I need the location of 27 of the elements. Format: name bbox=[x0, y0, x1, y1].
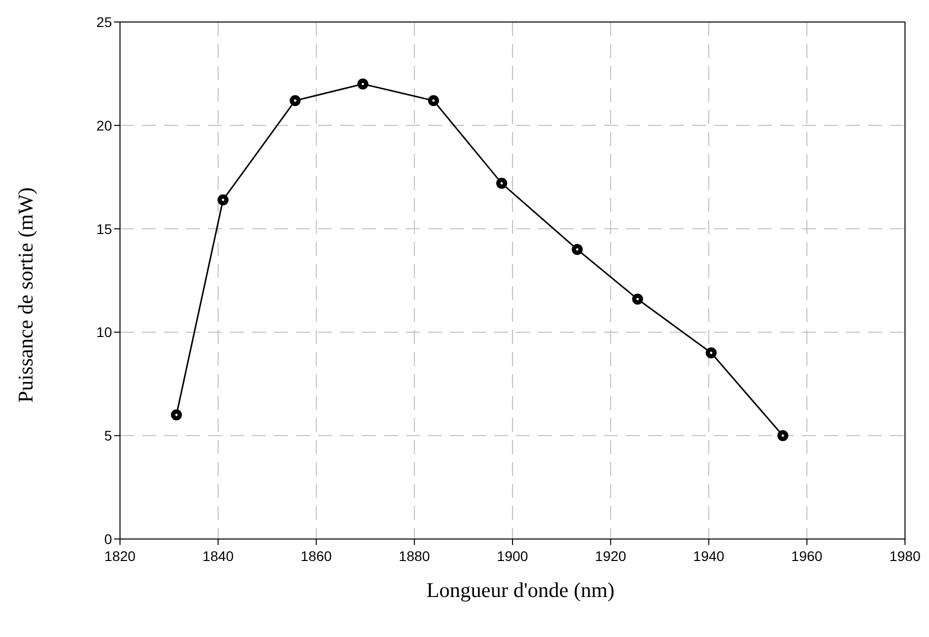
point bbox=[218, 194, 229, 206]
x-tick-label: 1860 bbox=[300, 548, 332, 564]
y-tick-label: 15 bbox=[96, 220, 112, 237]
y-tick-label: 5 bbox=[104, 428, 112, 444]
point bbox=[170, 409, 182, 420]
x-tick-label: 1900 bbox=[496, 548, 528, 564]
x-tick-label: 1820 bbox=[104, 548, 136, 564]
y-tick-label: 25 bbox=[96, 14, 112, 30]
point bbox=[632, 294, 644, 305]
x-tick-label: 1920 bbox=[595, 548, 626, 564]
point bbox=[290, 95, 301, 106]
point bbox=[572, 244, 583, 255]
y-tick-label: 0 bbox=[104, 530, 112, 547]
x-tick-label: 1940 bbox=[693, 548, 725, 564]
x-tick-label: 1980 bbox=[889, 548, 921, 564]
x-tick-label: 1880 bbox=[398, 548, 430, 564]
x-tick-label: 1840 bbox=[202, 548, 234, 564]
point bbox=[428, 95, 440, 106]
y-axis-title: Puissance de sortie (mW) bbox=[14, 187, 38, 403]
x-tick-label: 1960 bbox=[791, 548, 823, 564]
point bbox=[777, 430, 788, 442]
y-tick-label: 10 bbox=[96, 324, 112, 340]
point bbox=[357, 78, 368, 90]
point bbox=[496, 178, 508, 189]
y-tick-label: 20 bbox=[96, 117, 112, 134]
point bbox=[706, 347, 717, 358]
x-axis-title: Longueur d'onde (nm) bbox=[425, 578, 616, 603]
